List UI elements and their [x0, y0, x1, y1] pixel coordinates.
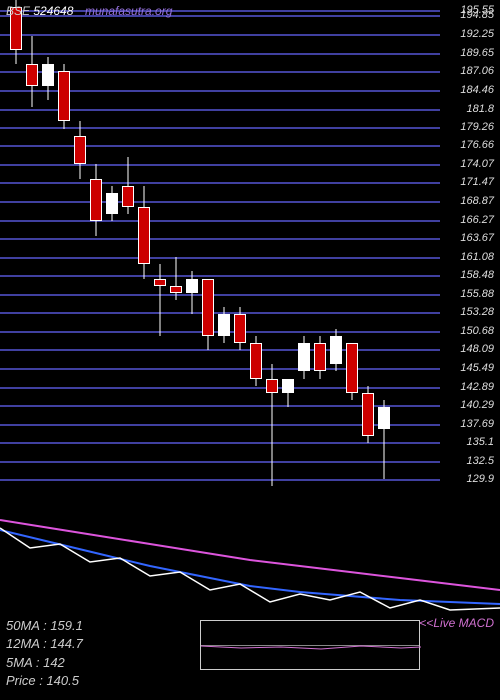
macd-label: <<Live MACD [419, 616, 494, 630]
symbol-label: 524648 [33, 4, 73, 18]
macd-plot [201, 621, 421, 671]
ma50-stat: 50MA : 159.1 [6, 617, 83, 635]
candle-area [0, 0, 440, 500]
stats-block: 50MA : 159.1 12MA : 144.7 5MA : 142 Pric… [6, 617, 83, 690]
ma12-stat: 12MA : 144.7 [6, 635, 83, 653]
chart-header: BSE 524648 [6, 4, 73, 18]
indicator-panel: 50MA : 159.1 12MA : 144.7 5MA : 142 Pric… [0, 500, 500, 700]
watermark: munafasutra.org [85, 4, 172, 18]
price-stat: Price : 140.5 [6, 672, 83, 690]
macd-box [200, 620, 420, 670]
ma5-stat: 5MA : 142 [6, 654, 83, 672]
price-chart: BSE 524648 munafasutra.org 195.55194.851… [0, 0, 500, 500]
ma-lines [0, 500, 500, 630]
exchange-label: BSE [6, 4, 30, 18]
